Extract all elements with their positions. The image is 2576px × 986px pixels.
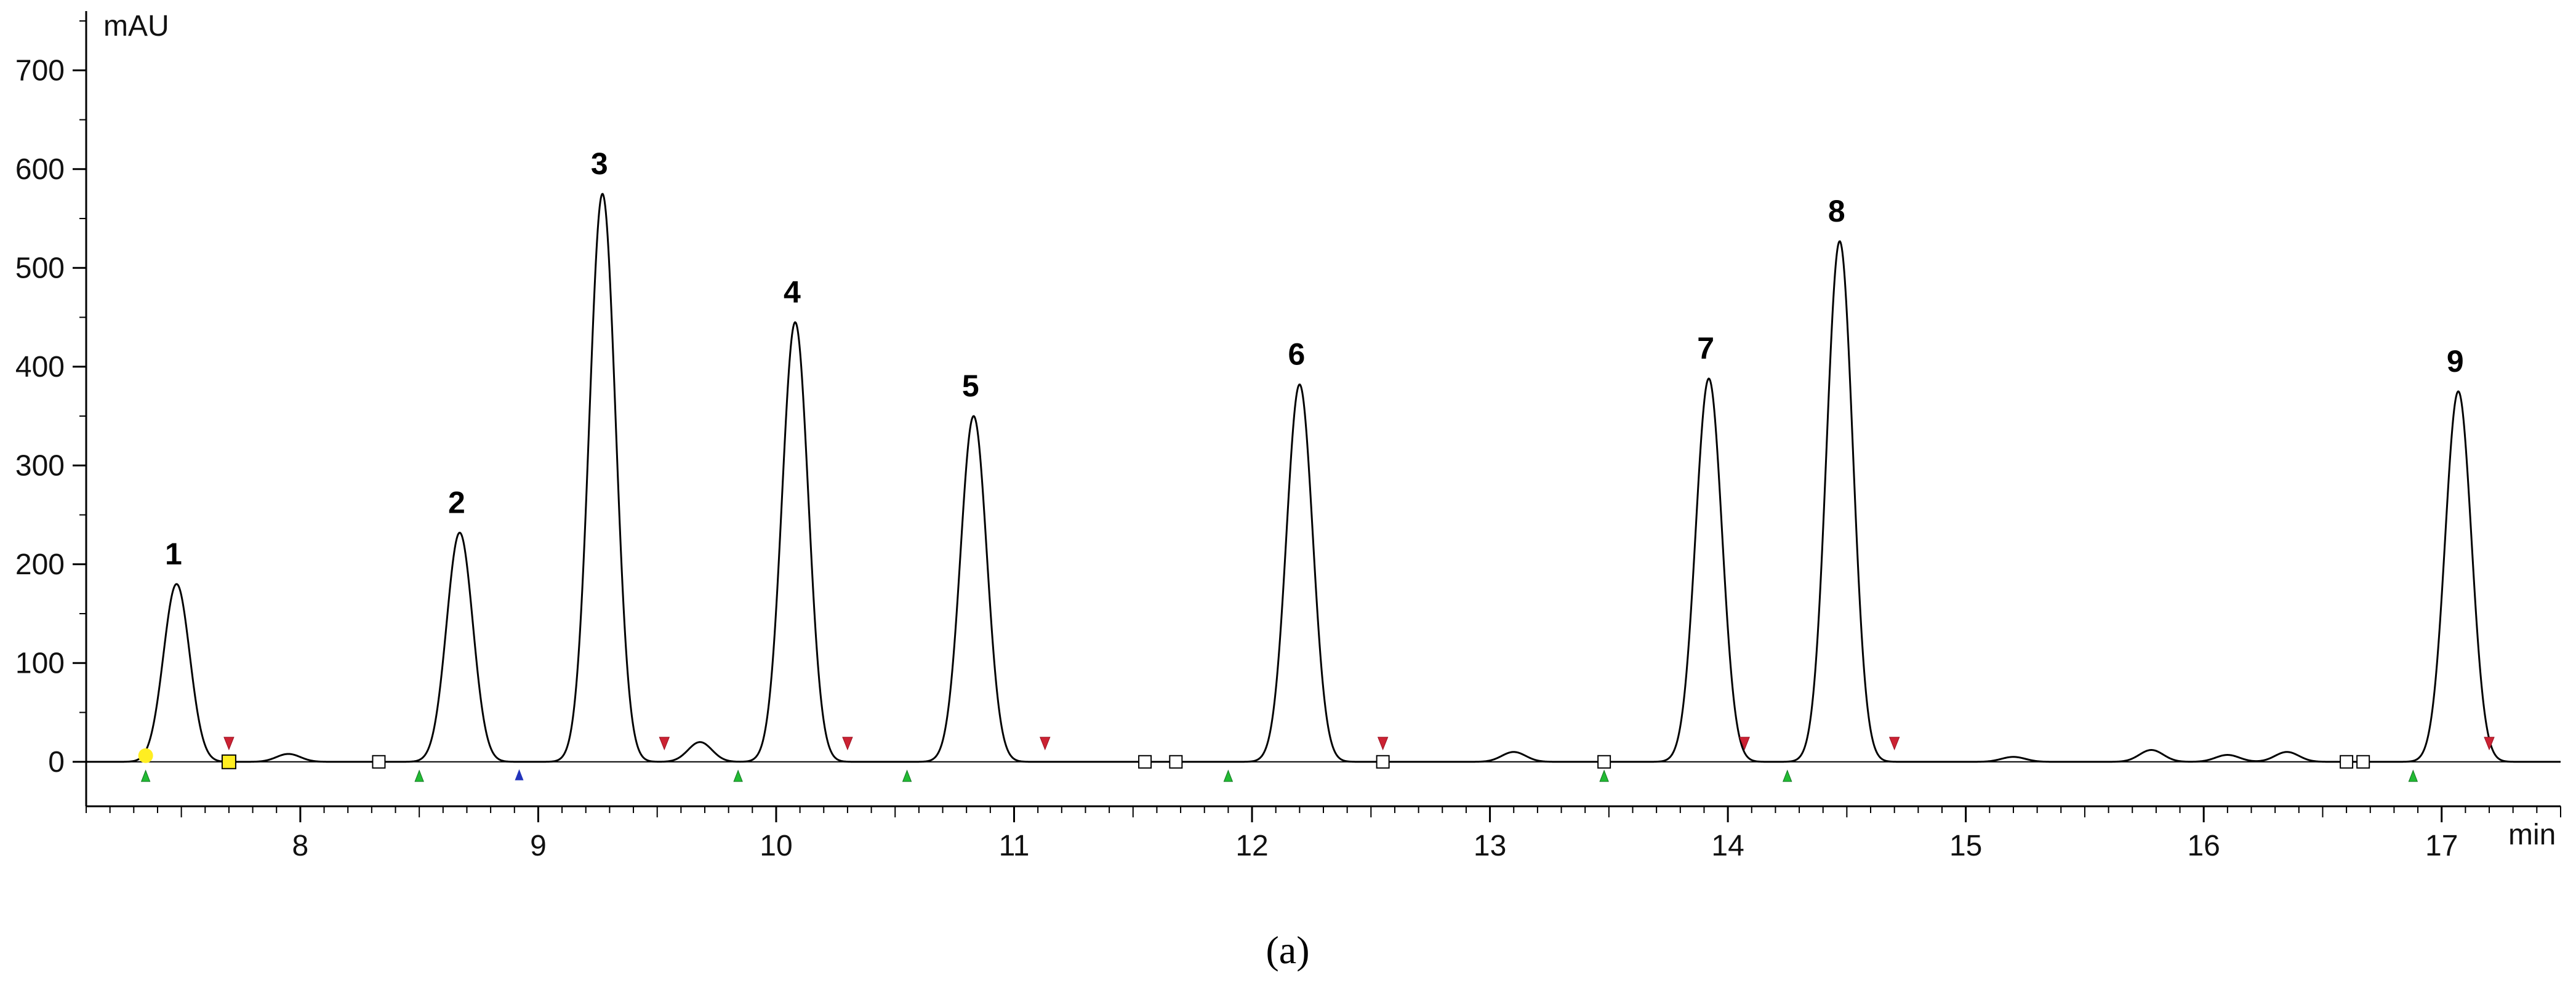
y-tick-label: 100 [15,647,65,679]
x-tick-label: 11 [999,830,1030,862]
y-tick-label: 300 [15,449,65,482]
x-axis-unit: min [2508,819,2556,851]
y-tick-label: 400 [15,351,65,383]
marker-start [140,769,151,782]
peak-label-4: 4 [784,275,801,310]
y-tick-label: 700 [15,54,65,87]
peak-label-2: 2 [448,485,465,519]
y-tick-label: 500 [15,252,65,284]
y-tick-label: 200 [15,548,65,581]
marker-box [1597,755,1611,769]
marker-box-yellow [221,754,236,769]
marker-box [1169,755,1183,769]
peak-label-1: 1 [165,537,182,571]
marker-end [223,737,235,751]
x-tick-label: 8 [292,830,309,862]
marker-end [842,737,853,751]
marker-start [902,769,912,782]
integration-markers [138,737,2495,782]
marker-box [372,755,386,769]
marker-end [659,737,670,751]
y-axis-unit: mAU [103,10,169,42]
marker-box [2356,755,2370,769]
marker-start [1599,769,1609,782]
peak-label-9: 9 [2447,344,2464,379]
x-tick-label: 17 [2425,830,2458,862]
marker-start-alt [515,769,524,780]
figure-caption: (a) [1266,928,1309,972]
marker-start [1223,769,1234,782]
y-tick-label: 0 [48,746,65,779]
marker-box [2340,755,2354,769]
marker-end [1377,737,1389,751]
x-tick-label: 12 [1235,830,1268,862]
marker-end [1888,737,1900,751]
marker-yellow-dot [138,748,153,763]
marker-start [1783,769,1792,782]
y-tick-label: 600 [15,153,65,186]
chromatogram-trace [86,193,2561,763]
x-tick-label: 9 [530,830,547,862]
marker-start [414,769,424,782]
marker-start [2408,769,2418,782]
marker-start [733,769,743,782]
x-tick-label: 16 [2187,830,2220,862]
peak-label-8: 8 [1828,194,1845,228]
peak-label-3: 3 [591,146,608,181]
marker-box [1138,755,1152,769]
peak-label-7: 7 [1697,331,1714,366]
marker-box [1376,755,1390,769]
marker-end [1040,737,1051,751]
x-tick-label: 13 [1474,830,1506,862]
x-tick-label: 14 [1711,830,1744,862]
x-tick-label: 15 [1949,830,1982,862]
peak-label-5: 5 [962,369,979,403]
marker-end [2484,737,2495,751]
x-tick-label: 10 [760,830,792,862]
peak-labels: 1 2 3 4 5 6 7 8 9 [165,146,2464,571]
peak-label-6: 6 [1288,337,1305,372]
marker-end [1739,737,1750,751]
